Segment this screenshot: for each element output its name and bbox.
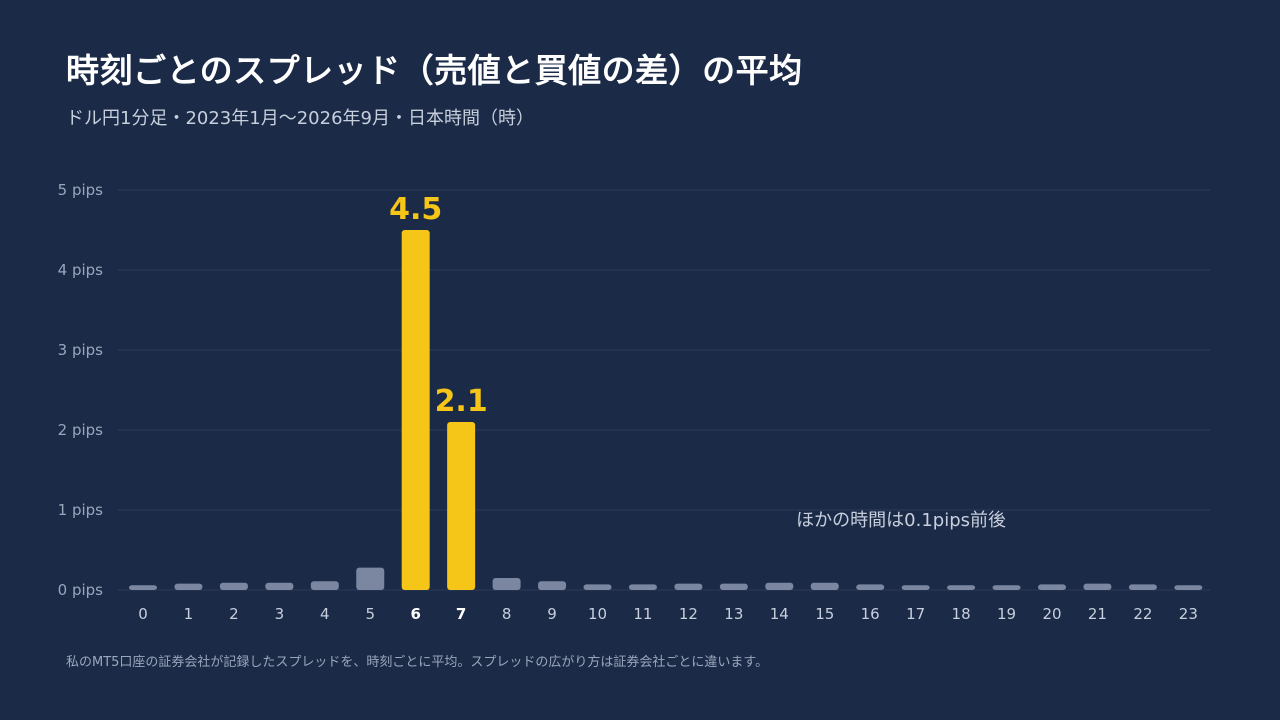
x-tick-label: 1 bbox=[184, 605, 194, 623]
bar-hour-14 bbox=[765, 582, 794, 590]
bar-hour-3 bbox=[265, 582, 294, 590]
bar-hour-9 bbox=[538, 581, 567, 590]
bar-hour-18 bbox=[947, 585, 976, 590]
bar-hour-8 bbox=[492, 578, 521, 590]
x-tick-label: 7 bbox=[456, 605, 466, 623]
data-label-hour-6: 4.5 bbox=[389, 192, 442, 227]
bar-hour-15 bbox=[810, 582, 839, 590]
bar-hour-6 bbox=[401, 230, 430, 590]
x-tick-label: 17 bbox=[906, 605, 925, 623]
x-tick-label: 10 bbox=[588, 605, 607, 623]
bar-hour-20 bbox=[1038, 584, 1066, 590]
bar-hour-12 bbox=[674, 583, 703, 590]
x-tick-label: 16 bbox=[861, 605, 880, 623]
footnote: 私のMT5口座の証券会社が記録したスプレッドを、時刻ごとに平均。スプレッドの広が… bbox=[66, 655, 769, 670]
bar-hour-16 bbox=[856, 584, 885, 590]
x-tick-label: 23 bbox=[1179, 605, 1198, 623]
x-tick-label: 14 bbox=[770, 605, 789, 623]
bar-hour-11 bbox=[628, 584, 657, 590]
x-tick-label: 11 bbox=[633, 605, 652, 623]
annotation-other-hours: ほかの時間は0.1pips前後 bbox=[796, 510, 1006, 531]
x-tick-label: 19 bbox=[997, 605, 1016, 623]
y-tick-label: 1 pips bbox=[58, 501, 104, 519]
bar-hour-21 bbox=[1083, 583, 1112, 590]
x-tick-label: 5 bbox=[365, 605, 375, 623]
x-tick-label: 4 bbox=[320, 605, 330, 623]
x-tick-label: 3 bbox=[275, 605, 285, 623]
bar-hour-19 bbox=[992, 585, 1021, 590]
y-tick-label: 5 pips bbox=[58, 181, 104, 199]
bar-hour-7 bbox=[447, 422, 476, 590]
bar-hour-5 bbox=[356, 567, 385, 590]
x-tick-label: 6 bbox=[410, 605, 420, 623]
bar-hour-4 bbox=[310, 581, 339, 590]
bar-hour-0 bbox=[129, 585, 157, 590]
x-tick-label: 0 bbox=[138, 605, 148, 623]
y-tick-label: 4 pips bbox=[58, 261, 104, 279]
bar-hour-22 bbox=[1128, 584, 1157, 590]
x-tick-label: 9 bbox=[547, 605, 557, 623]
y-tick-label: 2 pips bbox=[58, 421, 104, 439]
x-tick-label: 22 bbox=[1133, 605, 1152, 623]
chart-subtitle: ドル円1分足・2023年1月〜2026年9月・日本時間（時） bbox=[66, 108, 534, 129]
data-label-hour-7: 2.1 bbox=[435, 384, 488, 419]
x-tick-label: 2 bbox=[229, 605, 239, 623]
y-tick-label: 3 pips bbox=[58, 341, 104, 359]
bar-hour-10 bbox=[583, 584, 612, 590]
y-tick-label: 0 pips bbox=[58, 581, 104, 599]
x-tick-label: 18 bbox=[952, 605, 971, 623]
x-tick-label: 12 bbox=[679, 605, 698, 623]
x-tick-label: 8 bbox=[502, 605, 512, 623]
bar-hour-1 bbox=[174, 583, 203, 590]
bar-hour-17 bbox=[901, 585, 930, 590]
bar-hour-23 bbox=[1174, 585, 1203, 590]
x-tick-label: 20 bbox=[1042, 605, 1061, 623]
x-tick-label: 21 bbox=[1088, 605, 1107, 623]
bar-hour-2 bbox=[219, 582, 248, 590]
x-tick-label: 15 bbox=[815, 605, 834, 623]
bar-hour-13 bbox=[719, 583, 748, 590]
chart-title: 時刻ごとのスプレッド（売値と買値の差）の平均 bbox=[66, 51, 803, 90]
x-tick-label: 13 bbox=[724, 605, 743, 623]
